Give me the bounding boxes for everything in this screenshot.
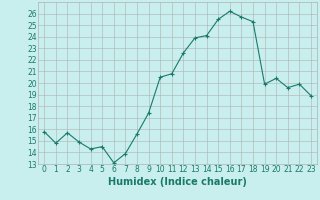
X-axis label: Humidex (Indice chaleur): Humidex (Indice chaleur) <box>108 177 247 187</box>
